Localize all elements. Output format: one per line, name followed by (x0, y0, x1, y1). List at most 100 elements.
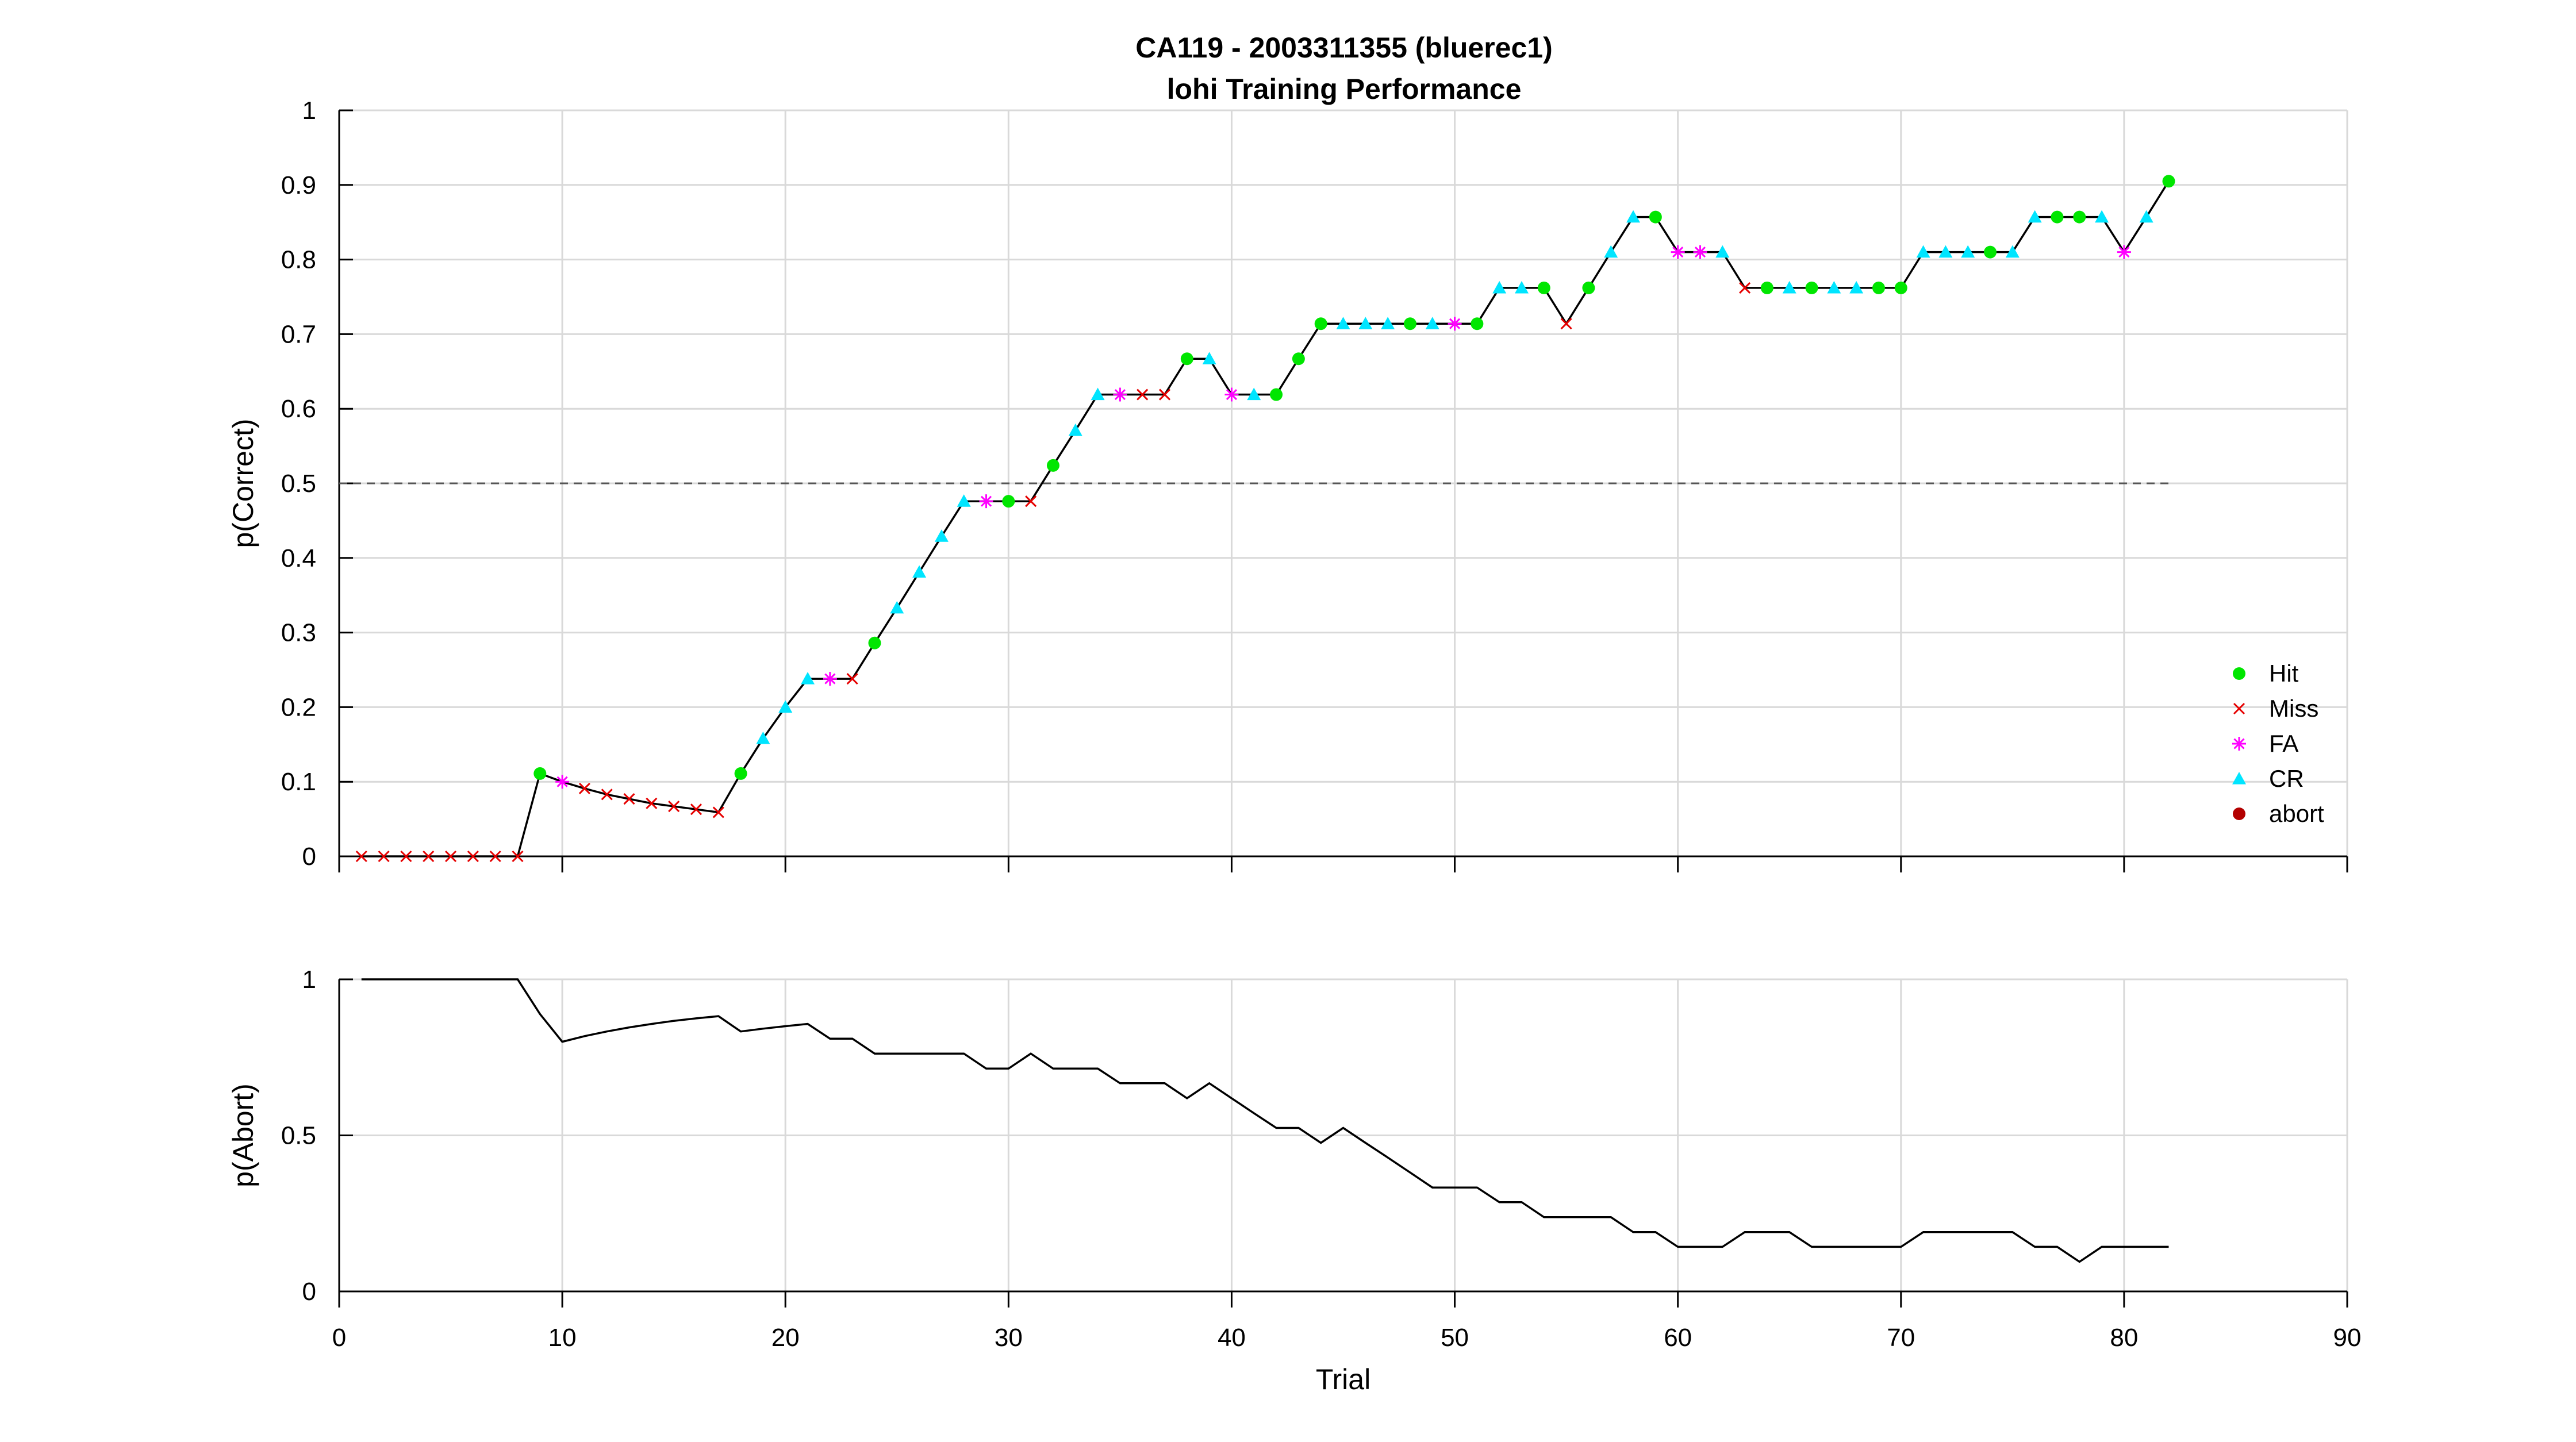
marker-cr-51 (1492, 280, 1507, 294)
marker-hit-69 (1894, 281, 1907, 294)
y-tick-label: 0.8 (281, 246, 316, 274)
y-tick-label: 0 (302, 1278, 316, 1306)
marker-cr-20 (801, 672, 815, 685)
top-panel: 0 0.1 0.2 0.3 0.4 0.5 0.6 0.7 0.8 0.9 1 p(Correct) (227, 97, 2348, 872)
marker-miss-5 (467, 850, 479, 863)
marker-fa-59 (1671, 245, 1685, 259)
y-tick-label: 1 (302, 966, 316, 994)
marker-miss-14 (668, 800, 680, 813)
marker-hit-8 (533, 767, 547, 780)
marker-cr-27 (957, 494, 971, 507)
x-tick-label: 40 (1218, 1324, 1246, 1352)
marker-miss-54 (1560, 318, 1572, 330)
x-tick-label: 80 (2110, 1324, 2138, 1352)
marker-hit-65 (1805, 281, 1818, 294)
marker-miss-12 (623, 793, 635, 805)
marker-cr-44 (1336, 317, 1350, 329)
marker-cr-38 (1202, 352, 1216, 364)
marker-cr-45 (1358, 317, 1373, 329)
marker-cr-56 (1604, 245, 1618, 258)
marker-hit-41 (1270, 388, 1283, 401)
y-tick-label: 0.1 (281, 768, 316, 796)
p-correct-line (361, 180, 2170, 857)
marker-miss-0 (355, 850, 367, 863)
marker-cr-25 (912, 565, 927, 578)
marker-cr-80 (2139, 210, 2153, 223)
y-tick-label: 0.5 (281, 1122, 316, 1150)
marker-cr-66 (1827, 280, 1841, 294)
marker-miss-4 (444, 850, 457, 863)
y-axis-label: p(Correct) (227, 418, 259, 548)
y-tick-label: 0 (302, 843, 316, 871)
y-tick-label: 0.2 (281, 693, 316, 721)
marker-hit-81 (2162, 175, 2175, 188)
marker-hit-31 (1046, 459, 1059, 472)
marker-hit-55 (1582, 281, 1595, 294)
marker-miss-13 (646, 797, 658, 809)
legend-label-abort: abort (2269, 800, 2324, 827)
marker-miss-1 (378, 850, 390, 863)
marker-cr-61 (1715, 245, 1730, 258)
marker-hit-29 (1002, 495, 1015, 508)
marker-fa-60 (1693, 245, 1707, 259)
marker-miss-11 (601, 789, 613, 801)
marker-miss-62 (1739, 282, 1751, 294)
marker-cr-52 (1514, 280, 1529, 294)
marker-cr-26 (934, 529, 949, 542)
marker-cr-18 (756, 731, 770, 744)
x-axis-label: Trial (1316, 1363, 1370, 1395)
marker-cr-70 (1916, 245, 1930, 258)
marker-hit-47 (1403, 317, 1416, 330)
marker-miss-36 (1158, 389, 1171, 401)
marker-cr-24 (890, 601, 904, 614)
x-tick-label: 90 (2333, 1324, 2362, 1352)
marker-fa-49 (1448, 317, 1462, 331)
p-abort-line (361, 978, 2169, 1263)
marker-cr-72 (1961, 245, 1975, 258)
marker-hit-63 (1760, 281, 1773, 294)
marker-hit-legend (2233, 667, 2245, 680)
marker-cr-71 (1938, 245, 1953, 258)
marker-hit-42 (1292, 352, 1305, 366)
y-tick-label: 0.6 (281, 395, 316, 423)
marker-abort-legend (2233, 807, 2245, 820)
marker-fa-34 (1113, 387, 1127, 402)
marker-cr-legend (2232, 772, 2246, 785)
marker-cr-74 (2005, 245, 2020, 258)
x-tick-label: 20 (771, 1324, 800, 1352)
marker-cr-32 (1068, 423, 1082, 436)
marker-hit-73 (1984, 245, 1997, 259)
marker-fa-legend (2232, 737, 2246, 751)
marker-cr-75 (2028, 210, 2042, 223)
marker-miss-6 (489, 850, 501, 863)
y-tick-label: 0.5 (281, 470, 316, 498)
y-tick-label: 0.4 (281, 544, 316, 572)
marker-hit-76 (2051, 210, 2064, 224)
x-tick-label: 50 (1441, 1324, 1469, 1352)
marker-cr-57 (1626, 210, 1641, 223)
marker-miss-2 (400, 850, 412, 863)
x-tick-label: 30 (995, 1324, 1023, 1352)
marker-fa-9 (555, 775, 570, 789)
marker-fa-21 (823, 672, 837, 686)
marker-hit-58 (1649, 210, 1662, 224)
marker-cr-33 (1091, 387, 1105, 401)
chart-title: CA119 - 2003311355 (bluerec1) (1135, 32, 1553, 64)
marker-hit-37 (1180, 352, 1193, 366)
marker-miss-16 (712, 806, 724, 818)
legend-label-fa: FA (2269, 730, 2298, 757)
y-axis-label: p(Abort) (227, 1083, 259, 1187)
marker-miss-35 (1137, 389, 1149, 401)
marker-hit-43 (1314, 317, 1327, 330)
x-tick-label: 70 (1887, 1324, 1915, 1352)
marker-miss-legend (2233, 702, 2245, 715)
marker-hit-50 (1471, 317, 1484, 330)
legend-label-miss: Miss (2269, 695, 2318, 722)
legend: Hit Miss FA CR abort (2232, 660, 2324, 827)
marker-cr-46 (1381, 317, 1395, 329)
marker-hit-17 (734, 767, 747, 780)
marker-hit-53 (1537, 281, 1550, 294)
marker-miss-15 (690, 803, 702, 816)
marker-cr-48 (1425, 317, 1439, 329)
